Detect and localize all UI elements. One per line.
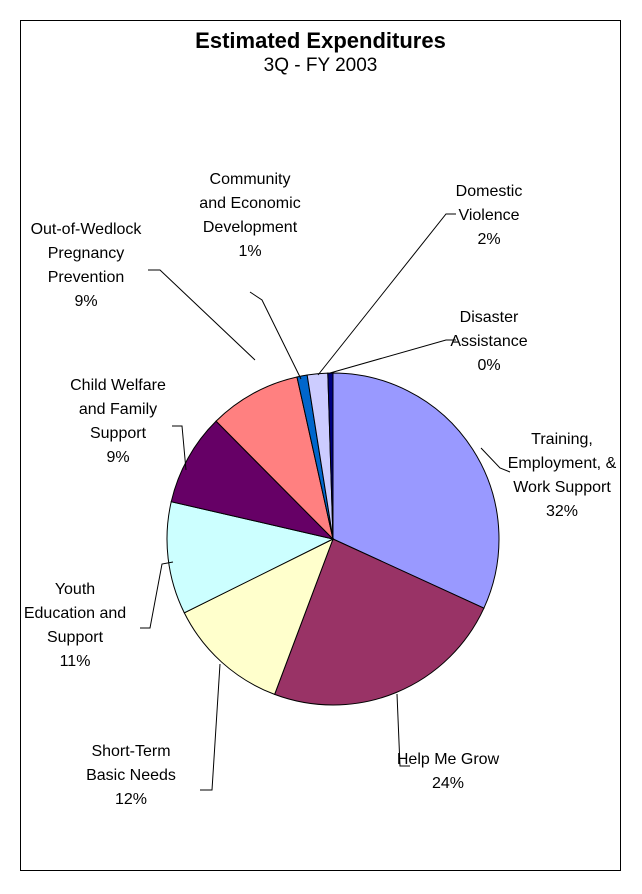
slice-label-line: 1% [238,243,261,260]
slice-label: Short-Term Basic Needs 12% [86,743,176,808]
slice-label: Child Welfare and Family Support 9% [70,377,166,466]
slice-label-line: Community [210,171,291,188]
leader-line [172,426,186,470]
slice-label-line: Employment, & [508,455,617,472]
leader-line [250,292,301,379]
leader-line [318,214,456,375]
slice-label-line: 24% [432,775,464,792]
pie-slices [167,373,499,705]
slice-label-line: Pregnancy [48,245,125,262]
slice-label-line: Domestic [456,183,523,200]
slice-label-line: 9% [74,293,97,310]
slice-label-line: Work Support [513,479,611,496]
slice-label-line: Child Welfare [70,377,166,394]
slice-label-line: Disaster [460,309,519,326]
slice-label-line: Youth [55,581,95,598]
slice-label-line: Help Me Grow [397,751,500,768]
slice-label-line: Support [47,629,104,646]
slice-label: Disaster Assistance 0% [450,309,527,374]
slice-label-line: Prevention [48,269,125,286]
slice-label-line: 0% [477,357,500,374]
slice-label-line: Education and [24,605,126,622]
slice-label-line: Basic Needs [86,767,176,784]
slice-label-line: Support [90,425,147,442]
slice-label-line: Assistance [450,333,527,350]
slice-label-line: 11% [60,653,91,670]
slice-label: Help Me Grow 24% [397,751,500,792]
slice-label-line: Out-of-Wedlock [31,221,143,238]
leader-line [481,448,510,472]
slice-label-line: and Family [79,401,157,418]
slice-label: Youth Education and Support 11% [24,581,126,670]
leader-line [148,270,255,360]
slice-label-line: and Economic [199,195,300,212]
slice-label: Training, Employment, & Work Support 32% [508,431,617,520]
slice-label-line: 9% [106,449,129,466]
slice-label-line: Training, [531,431,593,448]
slice-label-line: 12% [115,791,147,808]
slice-label-line: Development [203,219,298,236]
slice-label: Community and Economic Development 1% [199,171,300,260]
slice-label: Out-of-Wedlock Pregnancy Prevention 9% [31,221,143,310]
leader-line [330,340,456,373]
leader-line [200,664,220,790]
slice-label-line: 32% [546,503,578,520]
leader-line [140,562,173,628]
slice-label: Domestic Violence 2% [456,183,523,248]
slice-label-line: 2% [477,231,500,248]
slice-label-line: Violence [458,207,519,224]
slice-label-line: Short-Term [91,743,170,760]
